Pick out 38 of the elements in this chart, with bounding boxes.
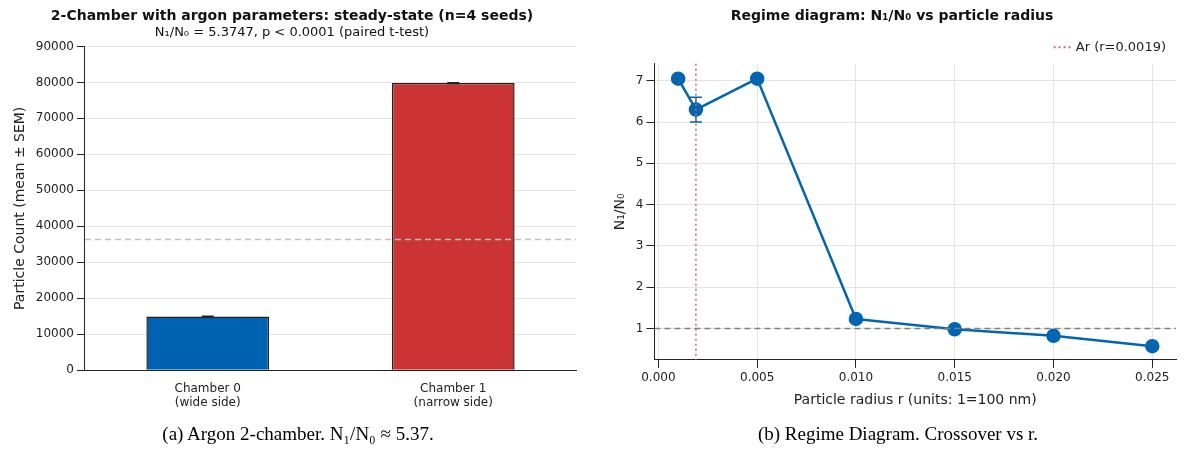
y-axis-title: Particle Count (mean ± SEM)	[11, 106, 28, 310]
legend-label: Ar (r=0.0019)	[1075, 38, 1167, 54]
text: (a) Argon 2-chamber. N₁/N₀ ≈ 5.37.	[161, 423, 435, 445]
x-tick-label: 0.015	[937, 370, 972, 385]
text: (b) Regime Diagram. Crossover vs r.	[756, 423, 1040, 445]
x-tick-label: 0.020	[1036, 370, 1071, 385]
point	[848, 311, 864, 327]
y-tick-label: 50000	[35, 182, 74, 197]
x-tick-label: 0.010	[838, 370, 874, 385]
y-tick-label: 2	[635, 279, 644, 294]
y-tick-label: 7	[635, 72, 644, 87]
x-tick-label: 0.025	[1135, 370, 1170, 385]
y-tick-label: 60000	[35, 146, 74, 161]
chart-title: Regime diagram: N₁/N₀ vs particle radius	[730, 7, 1054, 24]
y-tick-label: 5	[635, 155, 644, 170]
y-tick-label: 10000	[35, 326, 74, 341]
point	[1145, 338, 1160, 354]
x-axis-title: Particle radius r (units: 1=100 nm)	[793, 391, 1037, 408]
y-tick-label: 40000	[35, 218, 74, 233]
chart-title: 2-Chamber with argon parameters: steady-state (n=4 seeds)	[50, 7, 534, 24]
point	[947, 322, 962, 337]
y-tick-label: 80000	[35, 74, 74, 89]
y-tick-label: 90000	[35, 38, 74, 53]
y-axis-title: N₁/N₀	[611, 192, 628, 231]
x-tick-label: 0.000	[641, 370, 676, 385]
x-tick-label: 0.005	[739, 370, 775, 385]
y-tick-label: 0	[66, 362, 74, 377]
y-tick-label: 4	[635, 196, 644, 211]
chart-subtitle: N₁/N₀ = 5.3747, p < 0.0001 (paired t-test)	[154, 23, 430, 39]
y-tick-label: 30000	[35, 254, 74, 269]
x-tick-label: Chamber 1 (narrow side)	[413, 380, 493, 409]
y-tick-label: 6	[635, 114, 644, 129]
y-tick-label: 70000	[35, 110, 74, 125]
y-tick-label: 20000	[35, 290, 74, 305]
y-tick-label: 3	[635, 237, 644, 252]
y-tick-label: 1	[635, 320, 644, 335]
point	[1046, 328, 1061, 344]
x-tick-label: Chamber 0 (wide side)	[174, 380, 241, 409]
